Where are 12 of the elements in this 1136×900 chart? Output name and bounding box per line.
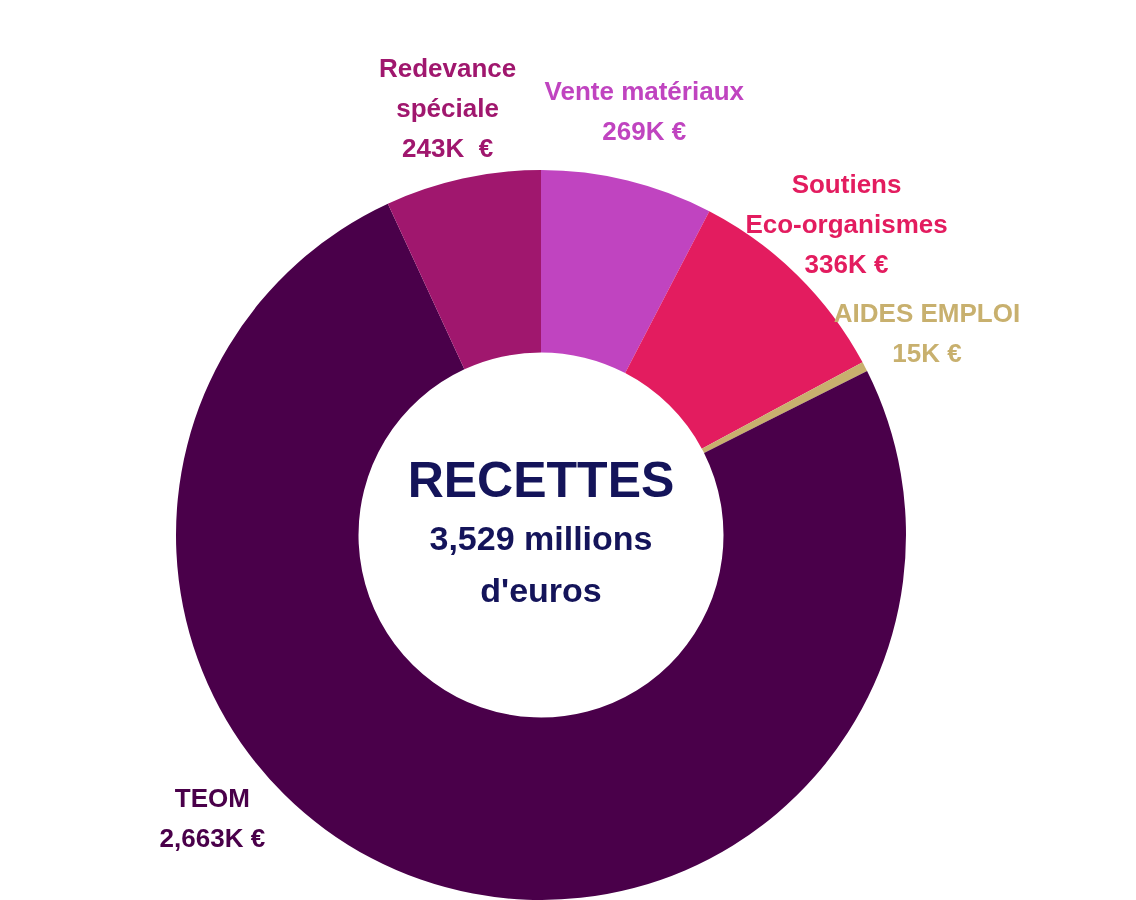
data-label: 269K € <box>602 115 687 146</box>
slice-label: Soutiens Eco-organismes <box>745 168 948 239</box>
data-label: 2,663K € <box>159 823 266 854</box>
slice-label: Redevance spéciale <box>378 53 517 124</box>
text: RECETTES <box>407 451 675 508</box>
slice-label: Vente matériaux <box>544 75 745 106</box>
text: 3,529 millions d'euros <box>429 519 653 610</box>
data-label: 15K € <box>892 337 962 368</box>
data-label: 243K € <box>402 133 494 164</box>
slice-label: AIDES EMPLOI <box>833 297 1021 328</box>
slice-label: TEOM <box>174 783 250 814</box>
data-label: 336K € <box>804 248 889 279</box>
